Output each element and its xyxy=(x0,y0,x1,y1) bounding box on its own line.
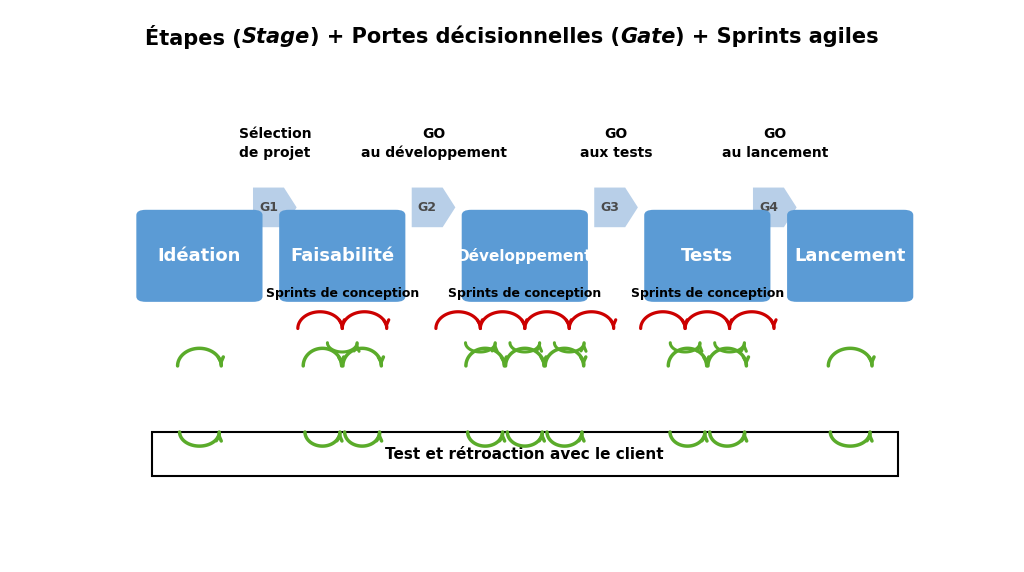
Text: Développement: Développement xyxy=(457,248,593,264)
Text: GO
au développement: GO au développement xyxy=(360,127,507,160)
Text: Tests: Tests xyxy=(681,247,733,265)
Polygon shape xyxy=(753,188,797,227)
Text: Sélection
de projet: Sélection de projet xyxy=(239,128,311,160)
Text: GO
au lancement: GO au lancement xyxy=(722,128,828,160)
Polygon shape xyxy=(412,188,456,227)
Text: Sprints de conception: Sprints de conception xyxy=(631,287,784,300)
Text: Lancement: Lancement xyxy=(795,247,906,265)
Polygon shape xyxy=(253,188,297,227)
Text: Étapes (: Étapes ( xyxy=(145,25,242,49)
Text: GO
aux tests: GO aux tests xyxy=(580,128,652,160)
FancyBboxPatch shape xyxy=(462,210,588,302)
FancyBboxPatch shape xyxy=(787,210,913,302)
Text: ) + Sprints agiles: ) + Sprints agiles xyxy=(676,27,879,47)
Text: Faisabilité: Faisabilité xyxy=(290,247,394,265)
Text: G2: G2 xyxy=(418,201,436,214)
Text: Idéation: Idéation xyxy=(158,247,241,265)
Text: Gate: Gate xyxy=(620,27,676,47)
FancyBboxPatch shape xyxy=(152,432,898,476)
FancyBboxPatch shape xyxy=(644,210,770,302)
FancyBboxPatch shape xyxy=(136,210,262,302)
Text: Test et rétroaction avec le client: Test et rétroaction avec le client xyxy=(385,447,665,462)
Text: Sprints de conception: Sprints de conception xyxy=(449,287,601,300)
Text: ) + Portes décisionnelles (: ) + Portes décisionnelles ( xyxy=(310,27,620,47)
FancyBboxPatch shape xyxy=(280,210,406,302)
Text: G4: G4 xyxy=(759,201,778,214)
Text: G1: G1 xyxy=(259,201,278,214)
Text: G3: G3 xyxy=(600,201,620,214)
Polygon shape xyxy=(594,188,638,227)
Text: Sprints de conception: Sprints de conception xyxy=(265,287,419,300)
Text: Stage: Stage xyxy=(242,27,310,47)
